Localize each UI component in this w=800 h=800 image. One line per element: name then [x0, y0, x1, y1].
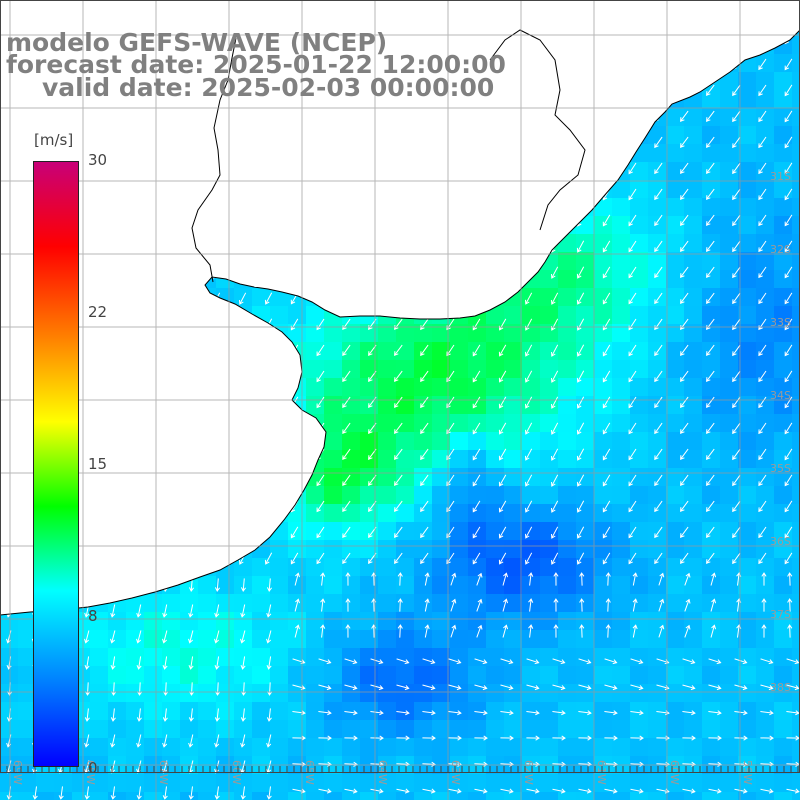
- colorbar-unit: [m/s]: [34, 131, 74, 149]
- lat-label: 35S: [770, 462, 791, 475]
- colorbar: [33, 161, 79, 767]
- country-border: [191, 37, 237, 283]
- colorbar-tick-0: 0: [88, 759, 98, 777]
- axis-ticks: [0, 766, 799, 773]
- colorbar-tick-30: 30: [88, 151, 108, 169]
- country-border-east: [489, 29, 586, 231]
- title-forecast-date: forecast date: 2025-01-22 12:00:00: [6, 50, 506, 79]
- lat-label: 37S: [770, 608, 791, 621]
- colorbar-tick-8: 8: [88, 607, 98, 625]
- colorbar-tick-22: 22: [88, 303, 108, 321]
- lat-label: 31S: [770, 170, 791, 183]
- lat-label: 32S: [770, 243, 791, 256]
- title-model: modelo GEFS-WAVE (NCEP): [6, 28, 388, 57]
- lat-label: 36S: [770, 535, 791, 548]
- coastline: [0, 29, 800, 616]
- lat-label: 33S: [770, 316, 791, 329]
- title-valid-date: valid date: 2025-02-03 00:00:00: [42, 73, 495, 102]
- colorbar-tick-15: 15: [88, 455, 108, 473]
- land: [0, 0, 800, 615]
- lat-label: 34S: [770, 389, 791, 402]
- lat-label: 38S: [770, 681, 791, 694]
